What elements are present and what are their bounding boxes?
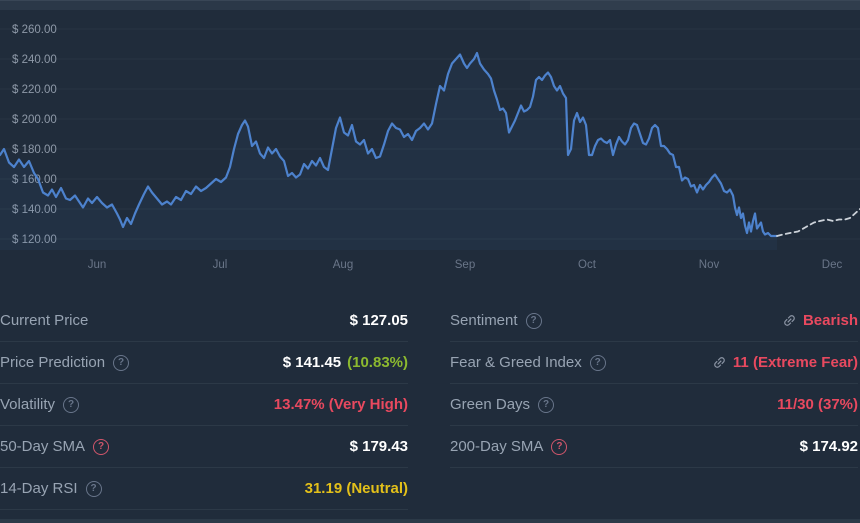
stat-value-text[interactable]: Bearish	[802, 312, 858, 329]
help-icon[interactable]: ?	[525, 312, 542, 329]
y-axis-label: $ 180.00	[12, 144, 57, 156]
stat-value: $ 174.92	[800, 438, 858, 455]
price-prediction-line[interactable]	[776, 208, 860, 237]
chart-scrollbar[interactable]	[0, 0, 860, 10]
y-axis-label: $ 260.00	[12, 24, 57, 36]
stat-label-group: 200-Day SMA?	[450, 438, 568, 455]
stat-label: Sentiment	[450, 312, 518, 329]
stat-label-group: Volatility?	[0, 396, 80, 413]
stat-value-text: $ 127.05	[349, 312, 408, 329]
stat-value[interactable]: Bearish	[782, 312, 858, 329]
stat-label-group: Fear & Greed Index?	[450, 354, 606, 371]
price-history-line[interactable]	[0, 51, 779, 238]
stat-label-group: 50-Day SMA?	[0, 438, 110, 455]
stat-row: 14-Day RSI? 31.19 (Neutral)	[0, 468, 408, 510]
y-axis-label: $ 120.00	[12, 234, 57, 246]
stat-value: 11/30 (37%)	[777, 396, 858, 413]
x-axis-label: Jun	[88, 259, 107, 271]
price-chart-svg[interactable]: $ 260.00 $ 240.00 $ 220.00 $ 200.00 $ 180.00…	[0, 0, 860, 282]
x-axis-label: Oct	[578, 259, 597, 271]
y-axis-label: $ 200.00	[12, 114, 57, 126]
x-axis-label: Nov	[699, 259, 720, 271]
help-icon[interactable]: ?	[589, 354, 606, 371]
stat-label: Price Prediction	[0, 354, 106, 371]
stats-column-right: Sentiment? Bearish Fear & Greed Index? 11 (…	[450, 300, 860, 510]
price-area-fill	[0, 53, 777, 250]
stat-value[interactable]: 11 (Extreme Fear)	[712, 354, 858, 371]
stat-value: $ 141.45 (10.83%)	[283, 354, 408, 371]
x-axis-label: Dec	[822, 259, 843, 271]
help-icon[interactable]: ?	[63, 396, 80, 413]
stat-value: $ 127.05	[350, 312, 408, 329]
stat-value-text: 11/30 (37%)	[777, 396, 858, 413]
help-icon[interactable]: ?	[93, 438, 110, 455]
stats-section: Current Price $ 127.05 Price Prediction? $ …	[0, 300, 860, 510]
y-axis-label: $ 240.00	[12, 54, 57, 66]
stat-label: 50-Day SMA	[0, 438, 86, 455]
stat-value-text: 31.19 (Neutral)	[304, 480, 408, 497]
stat-value-text: $ 174.92	[799, 438, 858, 455]
stat-value-text: $ 179.43	[349, 438, 408, 455]
bottom-divider	[0, 519, 860, 523]
stat-label: Volatility	[0, 396, 56, 413]
y-axis-label: $ 220.00	[12, 84, 57, 96]
stat-value-text: (10.83%)	[347, 354, 408, 371]
stat-label: Current Price	[0, 312, 89, 329]
stat-label: 14-Day RSI	[0, 480, 78, 497]
chart-scrollbar-track-left[interactable]	[0, 0, 530, 10]
stat-label-group: 14-Day RSI?	[0, 480, 102, 497]
chart-scrollbar-track-right[interactable]	[530, 0, 860, 10]
y-axis-label: $ 140.00	[12, 204, 57, 216]
help-icon[interactable]: ?	[113, 354, 130, 371]
link-icon	[784, 315, 795, 326]
x-axis-label: Sep	[455, 259, 475, 271]
stat-label: Fear & Greed Index	[450, 354, 582, 371]
stat-row: Green Days? 11/30 (37%)	[450, 384, 858, 426]
link-icon	[714, 357, 725, 368]
stat-label-group: Green Days?	[450, 396, 555, 413]
y-axis-label: $ 160.00	[12, 174, 57, 186]
stat-label-group: Price Prediction?	[0, 354, 130, 371]
stat-row: 200-Day SMA? $ 174.92	[450, 426, 858, 468]
stat-row: Price Prediction? $ 141.45 (10.83%)	[0, 342, 408, 384]
stat-value: $ 179.43	[350, 438, 408, 455]
stat-value-text[interactable]: 11 (Extreme Fear)	[732, 354, 858, 371]
stat-value: 13.47% (Very High)	[274, 396, 408, 413]
stat-label: Green Days	[450, 396, 531, 413]
stat-row: Sentiment? Bearish	[450, 300, 858, 342]
stat-row: Volatility? 13.47% (Very High)	[0, 384, 408, 426]
stat-label-group: Current Price	[0, 312, 88, 329]
stat-label-group: Sentiment?	[450, 312, 542, 329]
help-icon[interactable]: ?	[85, 480, 102, 497]
stat-value-text: $ 141.45	[282, 354, 342, 371]
help-icon[interactable]: ?	[538, 396, 555, 413]
stat-value-text: 13.47% (Very High)	[273, 396, 408, 413]
x-axis-label: Aug	[333, 259, 353, 271]
stat-row: Current Price $ 127.05	[0, 300, 408, 342]
stats-column-left: Current Price $ 127.05 Price Prediction? $ …	[0, 300, 408, 510]
help-icon[interactable]: ?	[551, 438, 568, 455]
stat-row: 50-Day SMA? $ 179.43	[0, 426, 408, 468]
x-axis-label: Jul	[213, 259, 228, 271]
stat-value: 31.19 (Neutral)	[305, 480, 408, 497]
stat-label: 200-Day SMA	[450, 438, 544, 455]
stat-row: Fear & Greed Index? 11 (Extreme Fear)	[450, 342, 858, 384]
